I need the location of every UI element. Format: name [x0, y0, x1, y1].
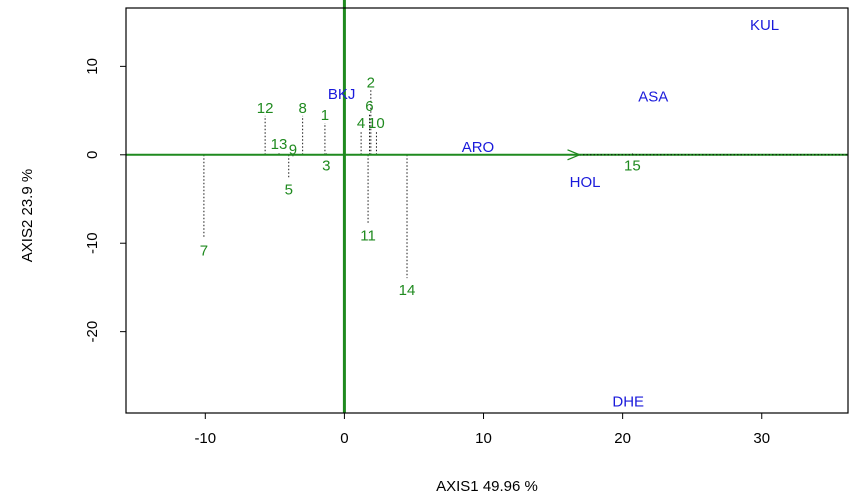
x-tick-label: 30 — [753, 430, 770, 447]
x-tick-label: -10 — [194, 430, 216, 447]
point-label-8: 8 — [299, 100, 307, 117]
y-axis-title: AXIS2 23.9 % — [19, 169, 36, 262]
variable-labels: BKJ ARO ASA KUL HOL DHE — [328, 17, 779, 411]
variable-arrows — [567, 149, 582, 161]
point-label-14: 14 — [399, 282, 416, 299]
point-label-3: 3 — [322, 157, 330, 174]
variable-label-bkj: BKJ — [328, 86, 356, 103]
origin-axes — [126, 0, 848, 413]
point-label-2: 2 — [367, 74, 375, 91]
point-label-11: 11 — [360, 227, 376, 244]
point-label-5: 5 — [285, 181, 293, 198]
y-tick-label: -20 — [84, 321, 101, 343]
observation-labels: 2 12 8 1 64 10 13 9 3 5 11 7 14 15 — [200, 74, 641, 299]
point-label-1: 1 — [321, 107, 329, 124]
projection-lines — [203, 90, 633, 279]
point-label-13: 13 — [271, 136, 288, 153]
point-label-15: 15 — [624, 157, 641, 174]
variable-label-dhe: DHE — [612, 394, 644, 411]
point-label-10: 10 — [368, 115, 385, 132]
variable-label-asa: ASA — [638, 88, 668, 105]
y-tick-label: 0 — [84, 151, 101, 159]
variable-label-aro: ARO — [462, 139, 495, 156]
x-tick-label: 0 — [340, 430, 348, 447]
x-tick-label: 10 — [475, 430, 492, 447]
point-label-7: 7 — [200, 242, 208, 259]
x-tick-label: 20 — [614, 430, 631, 447]
point-label-4: 4 — [357, 115, 365, 132]
y-tick-label: 10 — [84, 58, 101, 75]
point-label-6: 6 — [365, 98, 373, 115]
arrow-head — [567, 149, 582, 161]
point-label-12: 12 — [257, 100, 274, 117]
variable-label-hol: HOL — [570, 174, 601, 191]
x-axis-ticks: -10 0 10 20 30 — [194, 413, 770, 447]
variable-label-kul: KUL — [750, 17, 779, 34]
y-axis-ticks: -20 -10 0 10 — [84, 58, 126, 342]
x-axis-title: AXIS1 49.96 % — [436, 478, 538, 495]
plot-frame — [125, 7, 849, 414]
y-tick-label: -10 — [84, 232, 101, 254]
point-label-9: 9 — [289, 141, 297, 158]
